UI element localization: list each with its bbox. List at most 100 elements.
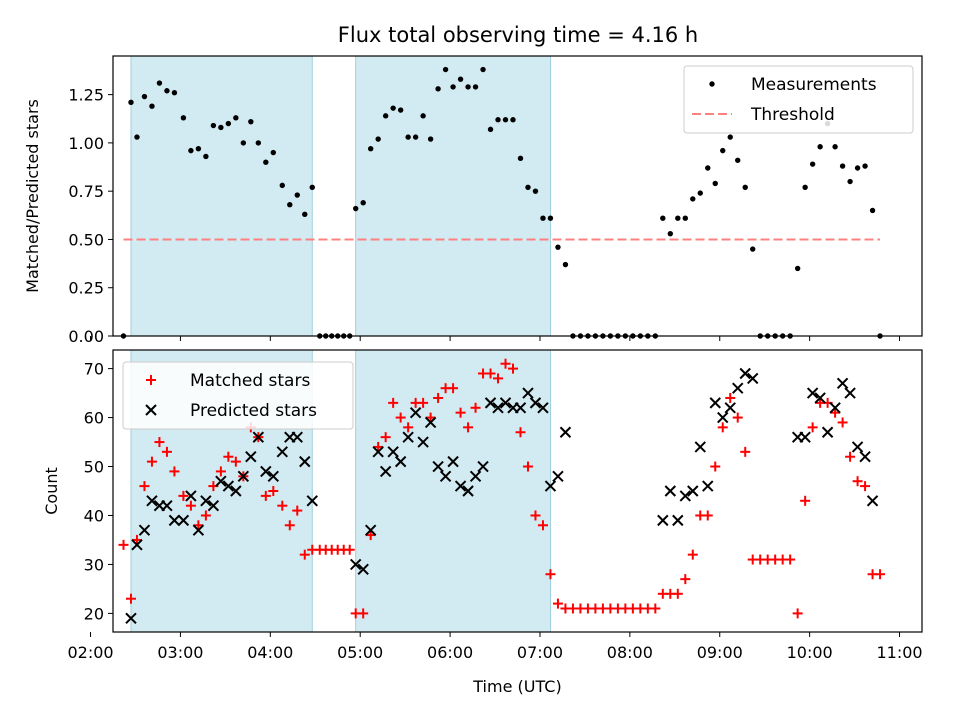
measurement-point [412, 134, 419, 140]
x-marker-b [469, 470, 482, 483]
predicted-stars-point [514, 402, 527, 414]
matched-stars-point [373, 441, 384, 452]
x-marker-b [717, 411, 729, 424]
measurement-point [353, 205, 359, 212]
measurement-point [195, 145, 202, 152]
predicted-stars-point [806, 387, 819, 399]
matched-stars-point [292, 505, 303, 516]
predicted-stars-point [417, 436, 429, 448]
matched-stars-point [433, 392, 444, 403]
predicted-stars-point [125, 612, 137, 624]
matched-stars-point [403, 422, 414, 433]
x-marker-b [402, 431, 414, 443]
matched-stars-point [830, 407, 841, 418]
matched-stars-point [215, 466, 226, 477]
predicted-stars-point [447, 455, 459, 468]
predicted-stars-point [469, 470, 482, 483]
predicted-stars-point [492, 402, 504, 414]
x-marker-b [131, 539, 143, 551]
x-marker-b [724, 402, 736, 414]
matched-stars-point [230, 456, 241, 467]
measurement-point [427, 136, 434, 142]
measurement-point [832, 144, 838, 150]
matched-stars-point [530, 510, 541, 521]
predicted-stars-point [702, 480, 714, 492]
measurement-point [457, 76, 464, 82]
matched-stars-point [418, 397, 429, 408]
measurement-point [697, 190, 703, 196]
measurement-point [210, 122, 217, 129]
predicted-stars-point [207, 499, 220, 512]
matched-stars-point [358, 608, 369, 619]
axes-frame [112, 349, 923, 633]
predicted-stars-point [537, 402, 549, 414]
x-marker-b [357, 563, 369, 576]
matched-stars-point [185, 500, 196, 511]
measurement-point [735, 157, 741, 163]
x-marker-b [291, 431, 303, 443]
matched-stars-point [710, 461, 721, 472]
matched-stars-point [672, 588, 683, 599]
measurement-point [465, 84, 471, 90]
x-tick-label: 11:00 [876, 643, 922, 662]
measurement-point [218, 124, 224, 131]
x-marker-b [657, 514, 669, 527]
matched-stars-point [545, 569, 556, 580]
matched-stars-point [200, 510, 211, 521]
predicted-stars-point [357, 563, 369, 576]
y-tick-label: 50 [84, 458, 104, 477]
x-marker-b [821, 426, 834, 438]
x-marker-b [424, 416, 437, 429]
legend-label: Measurements [751, 75, 877, 95]
measurement-point [240, 140, 247, 146]
measurement-point [156, 80, 163, 86]
measurement-point [750, 246, 756, 252]
measurement-point [839, 163, 846, 169]
matched-stars-point [268, 486, 279, 496]
x-marker-b [732, 382, 744, 394]
y-tick-label: 1.00 [68, 134, 104, 153]
matched-stars-point [299, 549, 310, 560]
measurement-point [809, 161, 816, 167]
measurement-point [562, 261, 569, 268]
predicted-stars-point [462, 485, 474, 497]
measurement-point [720, 147, 726, 154]
matched-stars-point [493, 373, 504, 384]
measurement-point [854, 165, 861, 171]
measurement-point [420, 113, 426, 119]
matched-stars-point [178, 490, 189, 501]
measurement-point [682, 215, 688, 221]
matched-stars-point [463, 422, 474, 433]
x-marker-b [306, 495, 318, 507]
matched-stars-point [455, 407, 466, 418]
x-marker-b [462, 485, 474, 497]
x-marker-b [739, 367, 751, 380]
predicted-stars-point [409, 406, 422, 419]
x-marker-b [237, 470, 250, 483]
x-marker-b [349, 558, 362, 571]
predicted-stars-point [230, 485, 242, 497]
chart-title: Flux total observing time = 4.16 h [338, 23, 698, 47]
y-tick-label: 60 [84, 409, 104, 428]
predicted-stars-point [724, 402, 736, 414]
y-tick-label: 0.50 [68, 230, 104, 249]
y-tick-label: 70 [84, 360, 104, 379]
x-marker-b [806, 387, 819, 399]
matched-stars-point [515, 427, 526, 438]
y-axis-label: Matched/Predicted stars [23, 99, 42, 293]
predicted-stars-point [185, 490, 197, 502]
x-marker-b [537, 402, 549, 414]
x-marker-b [230, 485, 242, 497]
measurement-point [742, 184, 748, 191]
x-marker-b [432, 460, 444, 473]
observing-window [355, 350, 551, 632]
matched-stars-point [792, 608, 803, 619]
y-tick-label: 30 [84, 555, 104, 574]
predicted-stars-point [387, 446, 399, 458]
matched-stars-point [508, 363, 519, 374]
x-tick-label: 06:00 [427, 643, 473, 662]
measurement-point [233, 115, 239, 121]
x-tick-label: 03:00 [157, 643, 203, 662]
matched-stars-point [845, 451, 856, 462]
legend: Matched stars Predicted stars [122, 361, 354, 430]
